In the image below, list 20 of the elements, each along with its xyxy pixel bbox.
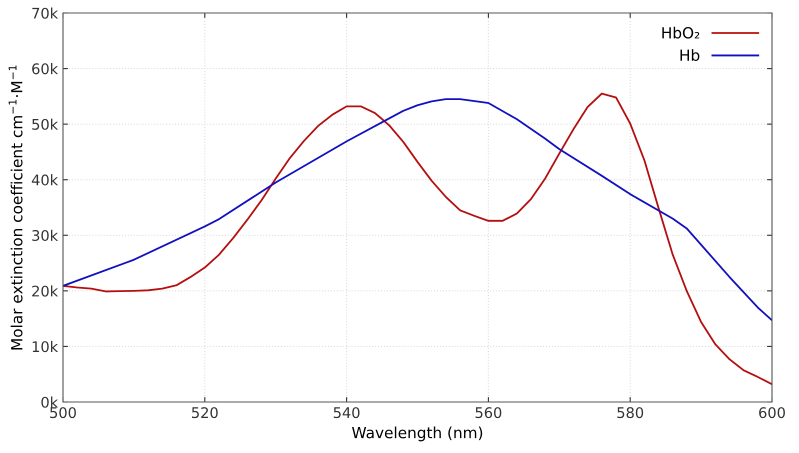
legend-label: HbO₂	[662, 26, 700, 39]
line-series	[63, 98, 772, 322]
y-tick-label: 20k	[32, 285, 58, 297]
y-tick-label: 10k	[32, 340, 58, 352]
legend-label: Hb	[680, 49, 700, 61]
x-tick-label: 540	[334, 407, 360, 418]
y-tick-label: 50k	[32, 118, 58, 130]
x-tick-label: 580	[617, 407, 644, 418]
x-tick-label: 520	[192, 407, 218, 418]
x-tick-label: 600	[759, 407, 785, 418]
y-tick-label: 70k	[32, 7, 58, 19]
y-tick-label: 30k	[32, 230, 58, 242]
x-axis-title: Wavelength (nm)	[352, 426, 482, 442]
x-tick-label: 560	[476, 407, 502, 418]
y-tick-label: 60k	[32, 63, 58, 74]
y-axis-title: Molar extinction coefficient cm$^{−1}$·M$^{−1}$	[8, 66, 23, 350]
x-tick-label: 500	[50, 407, 76, 418]
y-tick-label: 40k	[32, 174, 58, 186]
line-series	[63, 92, 772, 386]
y-tick-label: 0k	[41, 396, 58, 408]
